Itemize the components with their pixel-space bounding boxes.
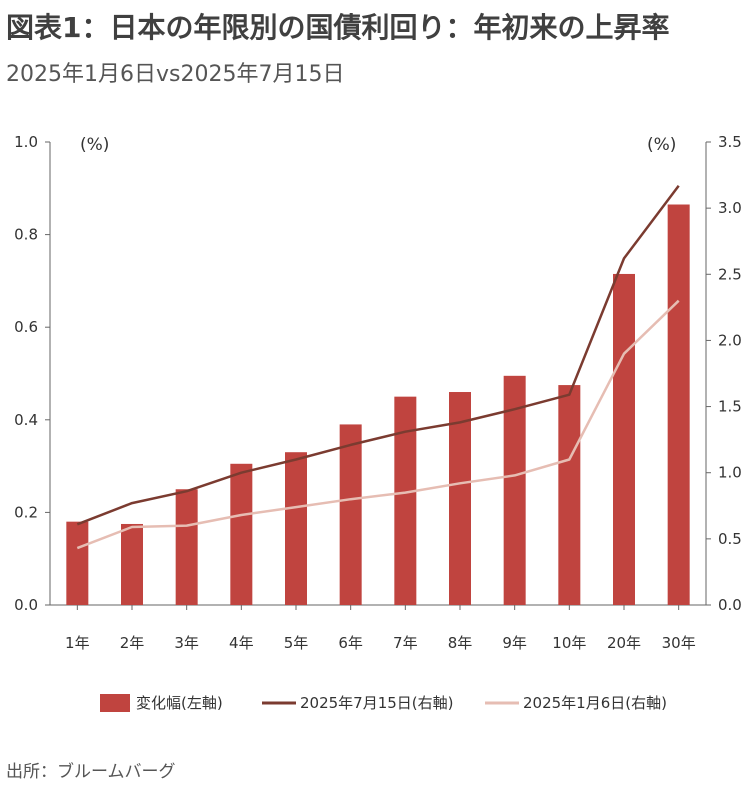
legend-label: 2025年7月15日(右軸) bbox=[300, 694, 454, 712]
x-axis-tick-label: 5年 bbox=[284, 634, 309, 652]
chart-subtitle: 2025年1月6日vs2025年7月15日 bbox=[6, 62, 345, 87]
x-axis-tick-label: 9年 bbox=[502, 634, 527, 652]
bar bbox=[121, 523, 143, 605]
left-axis-tick-label: 0.4 bbox=[14, 411, 38, 429]
chart-title: 図表1：日本の年限別の国債利回り：年初来の上昇率 bbox=[6, 11, 670, 44]
left-axis-tick-label: 0.0 bbox=[14, 596, 38, 614]
x-axis-tick-label: 4年 bbox=[229, 634, 254, 652]
bar bbox=[558, 385, 581, 605]
x-axis-tick-label: 20年 bbox=[607, 634, 641, 652]
legend-swatch-bar bbox=[100, 694, 130, 712]
x-axis-tick-label: 3年 bbox=[174, 634, 199, 652]
series-line bbox=[76, 184, 680, 526]
right-axis-tick-label: 2.0 bbox=[718, 331, 742, 349]
source-note: 出所：ブルームバーグ bbox=[6, 762, 176, 782]
right-axis-tick-label: 1.5 bbox=[718, 398, 742, 416]
x-axis-tick-label: 30年 bbox=[662, 634, 696, 652]
left-axis-tick-label: 1.0 bbox=[14, 133, 38, 151]
legend-label: 変化幅(左軸) bbox=[136, 694, 223, 712]
bar bbox=[613, 273, 635, 605]
bar bbox=[285, 452, 307, 605]
right-axis-tick-label: 3.5 bbox=[718, 133, 742, 151]
right-axis-tick-label: 3.0 bbox=[718, 199, 742, 217]
left-axis-tick-label: 0.8 bbox=[14, 226, 38, 244]
bar bbox=[339, 424, 362, 605]
series-line bbox=[76, 299, 680, 550]
left-axis-tick-label: 0.6 bbox=[14, 318, 38, 336]
x-axis-tick-label: 2年 bbox=[120, 634, 145, 652]
bar bbox=[394, 396, 417, 605]
right-axis-unit: (%) bbox=[647, 135, 676, 155]
x-axis-tick-label: 7年 bbox=[393, 634, 418, 652]
bar bbox=[667, 204, 690, 605]
right-axis-tick-label: 0.5 bbox=[718, 530, 742, 548]
bar bbox=[449, 392, 471, 605]
right-axis-tick-label: 0.0 bbox=[718, 596, 742, 614]
bar bbox=[175, 489, 198, 605]
bar bbox=[230, 463, 253, 605]
legend-label: 2025年1月6日(右軸) bbox=[523, 694, 667, 712]
bar bbox=[66, 521, 89, 605]
x-axis-tick-label: 6年 bbox=[338, 634, 363, 652]
x-axis-tick-label: 1年 bbox=[65, 634, 90, 652]
x-axis-tick-label: 10年 bbox=[552, 634, 586, 652]
x-axis-tick-label: 8年 bbox=[448, 634, 473, 652]
right-axis-tick-label: 2.5 bbox=[718, 265, 742, 283]
left-axis-tick-label: 0.2 bbox=[14, 503, 38, 521]
bar bbox=[503, 375, 526, 605]
right-axis-tick-label: 1.0 bbox=[718, 464, 742, 482]
left-axis-unit: (%) bbox=[80, 135, 109, 155]
